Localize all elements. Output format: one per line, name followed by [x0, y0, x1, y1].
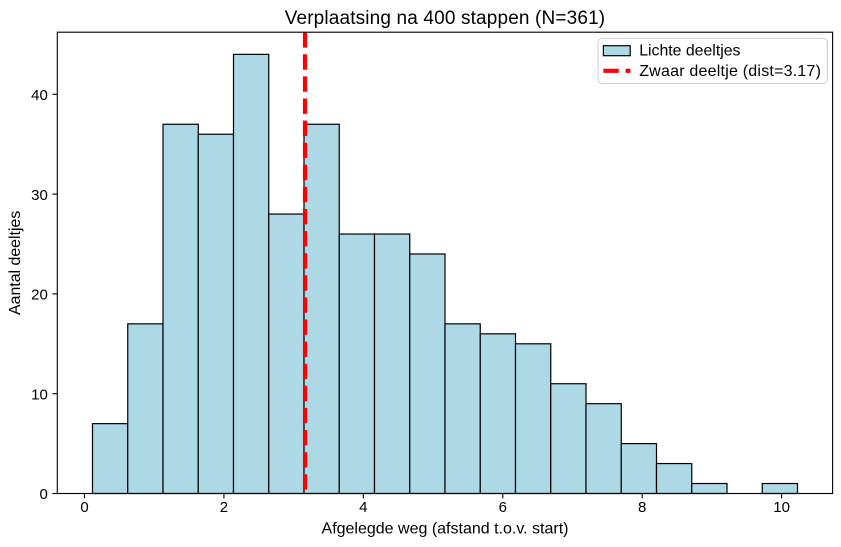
svg-text:Afgelegde weg (afstand t.o.v.: Afgelegde weg (afstand t.o.v. start)	[322, 521, 569, 538]
svg-text:8: 8	[638, 499, 646, 516]
svg-text:30: 30	[31, 187, 48, 204]
svg-text:6: 6	[499, 499, 507, 516]
svg-text:Verplaatsing na 400 stappen (N: Verplaatsing na 400 stappen (N=361)	[285, 8, 606, 29]
svg-text:Aantal deeltjes: Aantal deeltjes	[7, 211, 24, 315]
svg-text:10: 10	[31, 386, 48, 403]
svg-text:20: 20	[31, 287, 48, 304]
svg-text:0: 0	[39, 486, 47, 503]
svg-text:4: 4	[359, 499, 367, 516]
svg-text:2: 2	[220, 499, 228, 516]
svg-text:0: 0	[80, 499, 88, 516]
svg-text:10: 10	[773, 499, 790, 516]
svg-text:Lichte deeltjes: Lichte deeltjes	[639, 43, 740, 60]
svg-text:Zwaar deeltje (dist=3.17): Zwaar deeltje (dist=3.17)	[639, 63, 821, 80]
svg-text:40: 40	[31, 87, 48, 104]
